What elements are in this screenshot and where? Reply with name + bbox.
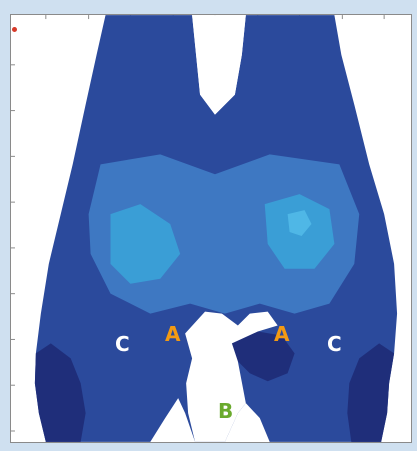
pressure-region-high-center bbox=[287, 210, 312, 236]
pressure-region-deep-left bbox=[34, 343, 86, 442]
left-axis-ticks bbox=[11, 64, 15, 432]
label-b-center: B bbox=[218, 399, 234, 423]
label-c-right: C bbox=[327, 332, 342, 356]
plot-frame: C A A C B bbox=[10, 14, 412, 443]
no-contact-top bbox=[192, 15, 246, 115]
pressure-region-deep-center bbox=[231, 331, 295, 382]
no-contact-center bbox=[185, 311, 278, 442]
pressure-region-deep-right bbox=[347, 343, 395, 442]
origin-marker bbox=[12, 27, 17, 32]
label-a-right: A bbox=[274, 322, 290, 346]
pressure-region-high-left bbox=[110, 204, 181, 284]
pressure-map bbox=[11, 15, 398, 442]
label-a-left: A bbox=[165, 322, 181, 346]
label-c-left: C bbox=[115, 332, 130, 356]
